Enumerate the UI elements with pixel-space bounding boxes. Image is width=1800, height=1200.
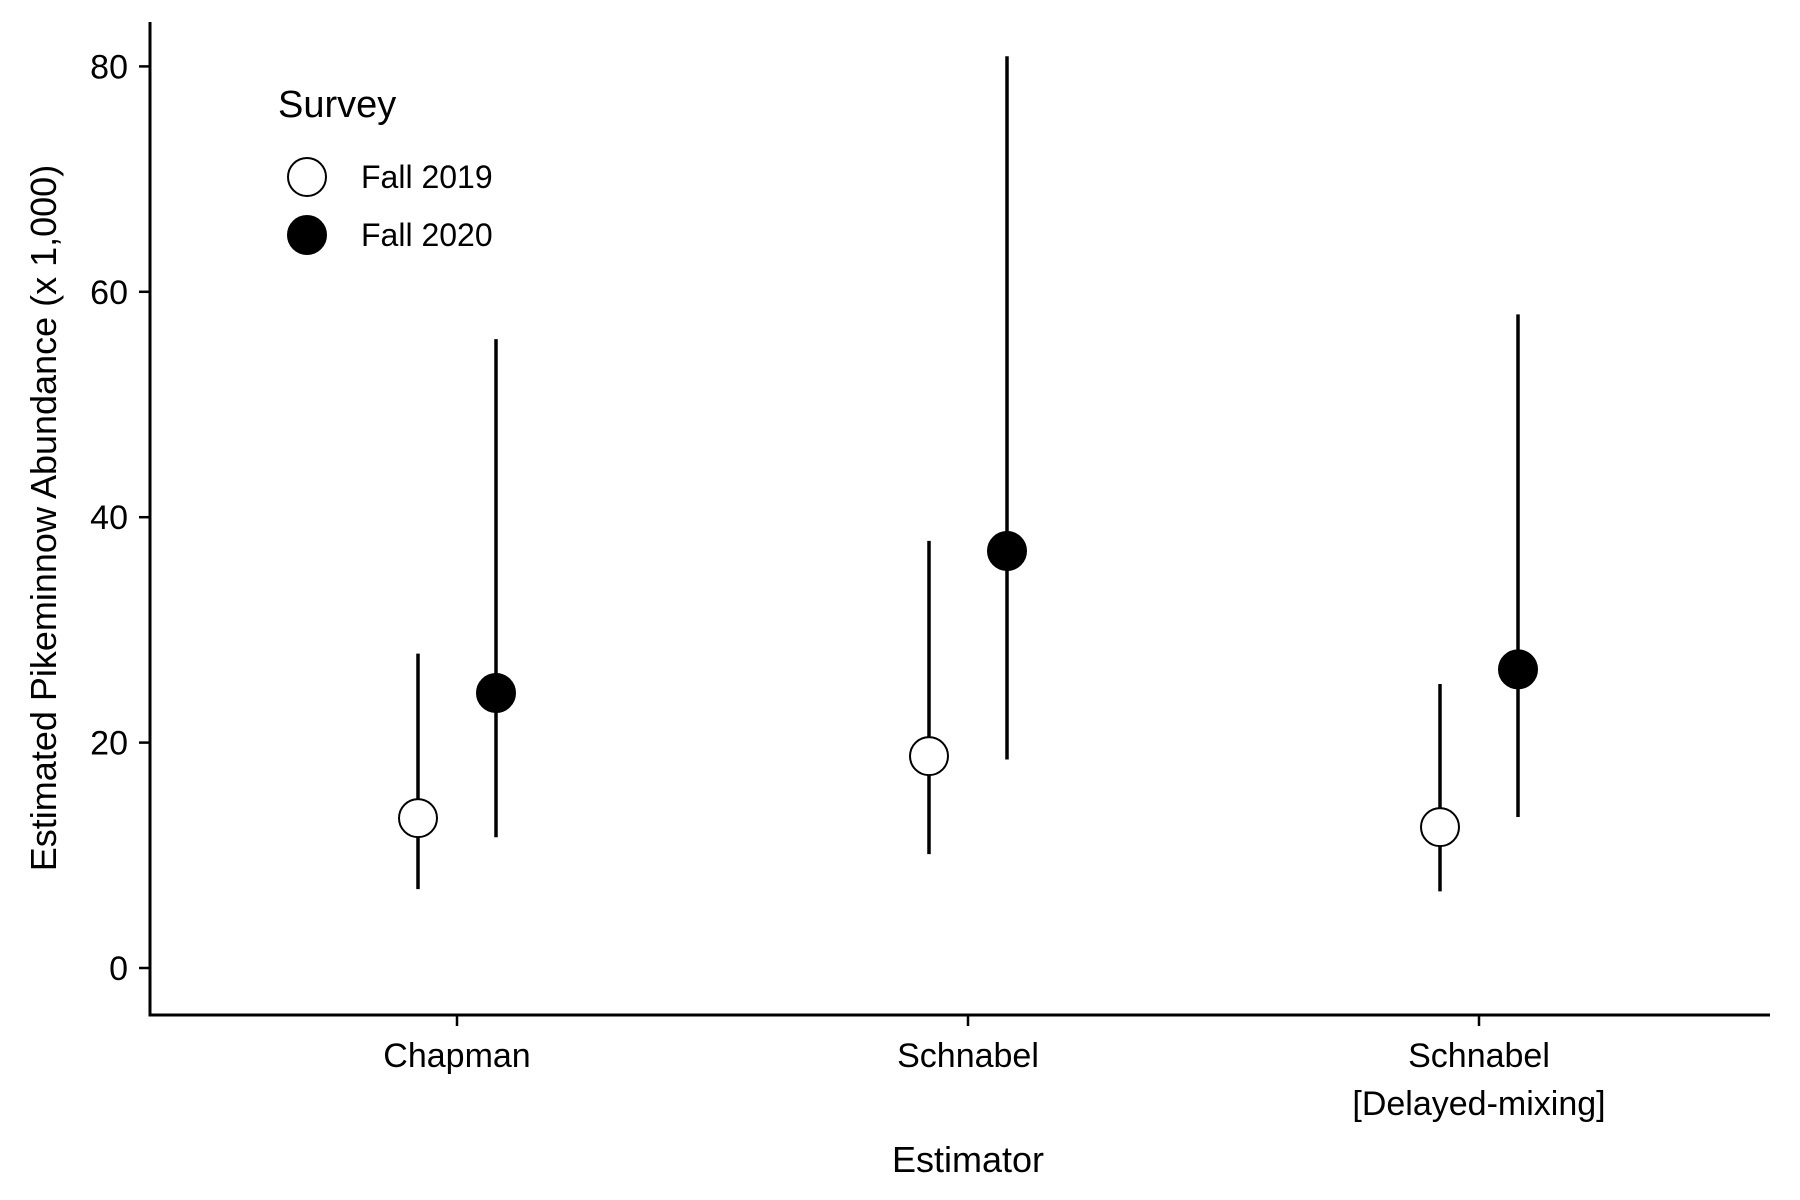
y-tick-label: 40 [90, 499, 128, 537]
legend-label: Fall 2019 [361, 159, 493, 195]
y-tick-label: 0 [109, 950, 128, 988]
x-tick-label: Schnabel [1408, 1037, 1550, 1075]
x-tick-label: [Delayed-mixing] [1352, 1085, 1605, 1123]
data-point [1420, 807, 1460, 848]
data-point [987, 531, 1027, 572]
x-axis-ticks: Chapman Schnabel Schnabel [Delayed-mixing] [383, 1015, 1606, 1123]
y-tick-label: 80 [90, 48, 128, 86]
y-axis-title: Estimated Pikeminnow Abundance (x 1,000) [23, 165, 64, 871]
legend-label: Fall 2020 [361, 217, 493, 253]
data-point [909, 736, 949, 777]
y-axis-ticks: 0 20 40 60 80 [90, 48, 150, 988]
x-tick-label: Chapman [383, 1037, 530, 1075]
legend-title: Survey [278, 84, 396, 126]
plot-marks [398, 56, 1538, 892]
legend-marker [287, 215, 327, 255]
legend: Survey Fall 2019 Fall 2020 [278, 84, 493, 255]
y-tick-label: 60 [90, 274, 128, 312]
data-point [398, 798, 438, 839]
legend-marker [287, 157, 327, 197]
data-point [1498, 649, 1538, 690]
x-axis-title: Estimator [892, 1139, 1044, 1180]
data-point [476, 673, 516, 714]
y-tick-label: 20 [90, 725, 128, 763]
x-tick-label: Schnabel [897, 1037, 1039, 1075]
